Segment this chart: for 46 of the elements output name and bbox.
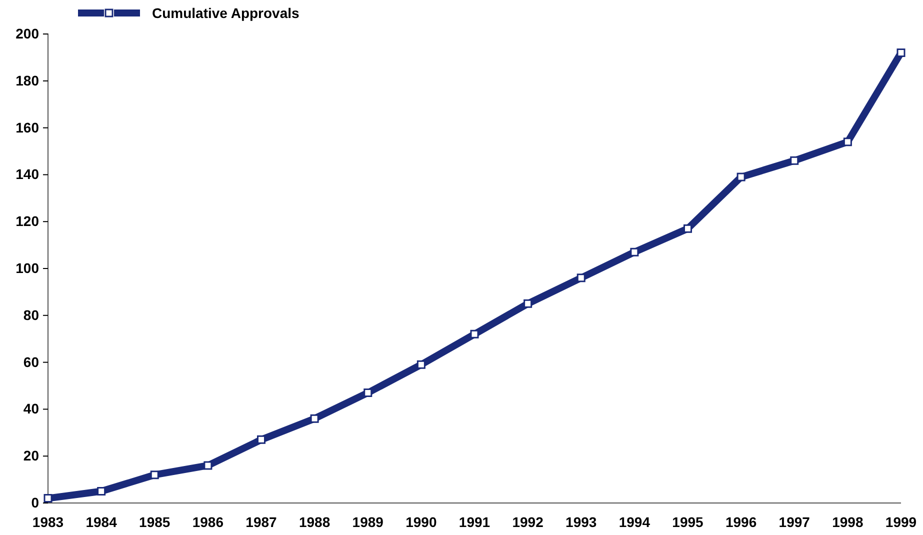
point — [44, 494, 52, 503]
x-tick-label: 1995 — [672, 514, 704, 530]
x-tick-label: 1996 — [725, 514, 757, 530]
point — [416, 360, 426, 369]
x-tick-label: 1990 — [406, 514, 437, 530]
x-tick-label: 1999 — [885, 514, 917, 530]
point — [470, 330, 479, 338]
y-tick-label: 120 — [16, 213, 40, 230]
point — [896, 48, 906, 58]
x-tick-label: 1993 — [566, 514, 597, 530]
point — [843, 138, 852, 146]
x-tick-label: 1998 — [832, 514, 864, 530]
point — [790, 156, 799, 165]
point — [630, 248, 639, 256]
x-tick-label: 1991 — [458, 514, 490, 530]
y-tick-label: 40 — [23, 400, 40, 417]
y-tick-label: 140 — [16, 166, 40, 182]
x-tick-label: 1997 — [778, 514, 810, 530]
y-tick-label: 180 — [16, 72, 40, 88]
y-tick-label: 80 — [23, 306, 40, 323]
x-tick-label: 1988 — [298, 514, 330, 530]
x-tick-label: 1989 — [352, 514, 384, 530]
y-tick-label: 20 — [23, 448, 40, 464]
point — [364, 388, 372, 398]
point — [257, 435, 266, 444]
y-tick-label: 0 — [31, 494, 40, 510]
y-tick-label: 60 — [23, 354, 40, 370]
x-tick-label: 1983 — [32, 514, 64, 530]
legend-label: Cumulative Approvals — [152, 4, 300, 21]
y-tick-label: 200 — [16, 25, 40, 42]
x-tick-label: 1984 — [86, 514, 118, 530]
x-tick-label: 1987 — [246, 514, 278, 530]
point — [524, 299, 532, 308]
x-tick-label: 1994 — [618, 514, 650, 530]
x-tick-label: 1985 — [139, 514, 170, 530]
point — [97, 487, 106, 496]
point — [204, 461, 212, 470]
x-tick-label: 1986 — [192, 514, 224, 530]
y-tick-label: 160 — [16, 119, 40, 136]
point — [684, 224, 692, 233]
point — [576, 274, 586, 282]
x-tick-label: 1992 — [512, 514, 544, 530]
point — [310, 414, 319, 423]
y-tick-label: 100 — [16, 260, 40, 276]
point — [736, 172, 746, 182]
point — [150, 470, 159, 480]
